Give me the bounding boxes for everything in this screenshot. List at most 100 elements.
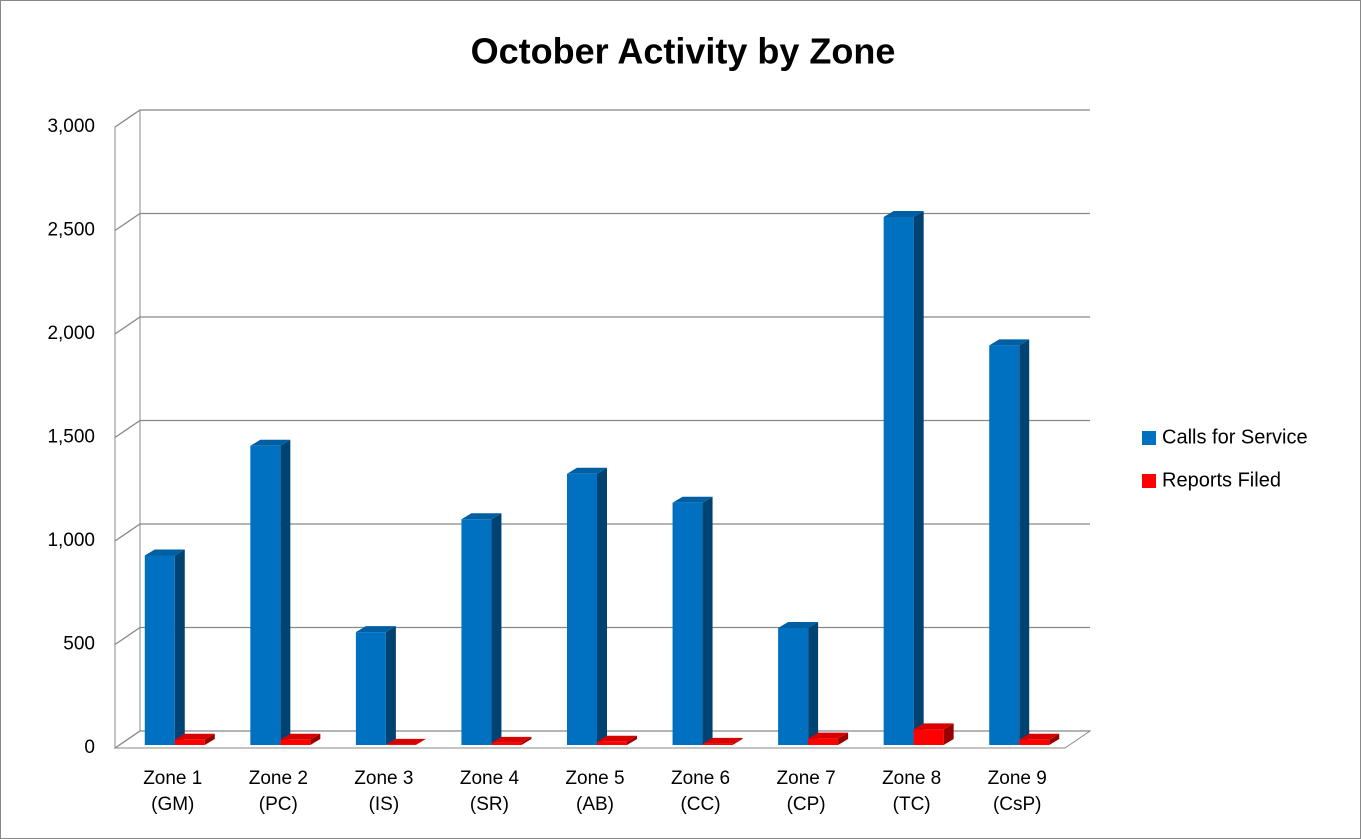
- bar-top: [989, 339, 1030, 346]
- x-tick-label: Zone 7 (CP): [776, 768, 836, 815]
- bar-side: [204, 733, 215, 745]
- bar-top: [702, 737, 743, 744]
- bar: [778, 621, 819, 745]
- chart-title: October Activity by Zone: [471, 31, 896, 72]
- bar-front: [250, 445, 281, 745]
- bar-top: [385, 738, 426, 745]
- x-tick-label: Zone 5 (AB): [565, 768, 625, 815]
- bar: [250, 439, 291, 745]
- bar-side: [280, 439, 291, 745]
- bar: [280, 733, 321, 745]
- y-tick-label: 3,000: [47, 116, 95, 137]
- bar-front: [672, 502, 703, 745]
- bar-top: [913, 723, 954, 730]
- bar: [355, 626, 396, 745]
- y-tick-label: 1,500: [47, 427, 95, 448]
- bar: [913, 723, 954, 745]
- bar: [174, 733, 215, 745]
- bar-top: [280, 733, 321, 740]
- y-tick-label: 2,000: [47, 323, 95, 344]
- y-tick-label: 0: [84, 737, 95, 758]
- bar-front: [144, 555, 175, 745]
- bar-front: [778, 627, 809, 745]
- bar-front: [597, 741, 627, 745]
- bar-top: [567, 467, 607, 474]
- bar-front: [702, 743, 733, 745]
- bar-side: [1049, 733, 1060, 745]
- x-tick-label: Zone 4 (SR): [459, 768, 520, 815]
- grid-line: [114, 523, 1090, 542]
- bar-front: [989, 345, 1020, 745]
- grid-line: [114, 626, 1090, 646]
- bar-top: [461, 513, 502, 520]
- bar-side: [732, 737, 743, 745]
- bar: [672, 496, 713, 745]
- bar-top: [778, 621, 819, 628]
- bar-front: [1019, 739, 1050, 745]
- bar-side: [702, 496, 713, 745]
- bar-front: [567, 473, 597, 745]
- x-tick-label: Zone 1 (GM): [143, 768, 203, 815]
- legend-swatch: [1142, 431, 1156, 445]
- bar-top: [883, 211, 924, 218]
- bar-side: [913, 211, 924, 746]
- bar-top: [355, 626, 396, 633]
- y-tick-label: 500: [63, 634, 95, 655]
- bar: [883, 211, 924, 746]
- x-tick-label: Zone 6 (CC): [670, 768, 731, 815]
- bar-front: [808, 738, 839, 745]
- x-tick-label: Zone 2 (PC): [248, 768, 308, 815]
- bar-top: [491, 736, 532, 743]
- bar: [461, 513, 502, 745]
- x-tick-label: Zone 8 (TC): [882, 768, 942, 815]
- y-tick-label: 2,500: [47, 220, 95, 241]
- bar-side: [808, 621, 819, 745]
- bar-front: [913, 729, 944, 745]
- bar-side: [627, 735, 637, 745]
- legend-label: Reports Filed: [1162, 469, 1281, 491]
- bar-front: [280, 739, 311, 745]
- bar: [567, 467, 607, 745]
- bar-front: [491, 742, 522, 745]
- y-tick-label: 1,000: [47, 530, 95, 551]
- x-tick-label: Zone 3 (IS): [354, 768, 414, 815]
- legend-label: Calls for Service: [1162, 426, 1308, 448]
- bar-side: [385, 626, 396, 745]
- bar-side: [174, 549, 185, 745]
- bar-side: [521, 736, 532, 745]
- bar-side: [597, 467, 607, 745]
- bar-top: [144, 549, 185, 556]
- bar-side: [415, 738, 426, 745]
- bar-top: [672, 496, 713, 503]
- bar-top: [174, 733, 215, 740]
- bar-front: [883, 217, 914, 746]
- bar-side: [838, 732, 849, 745]
- bar: [144, 549, 185, 745]
- grid-line: [114, 212, 1090, 232]
- bar-top: [597, 735, 637, 742]
- bar-front: [355, 632, 386, 745]
- bar-front: [174, 739, 205, 745]
- legend-swatch: [1142, 474, 1156, 488]
- bar-side: [1019, 339, 1030, 745]
- grid-line: [114, 730, 1090, 749]
- grid-line: [114, 316, 1090, 335]
- bar: [491, 736, 532, 745]
- bar: [808, 732, 849, 745]
- bar: [989, 339, 1030, 745]
- bar: [597, 735, 637, 745]
- bar-front: [461, 519, 492, 745]
- bar: [385, 738, 426, 745]
- bar-side: [491, 513, 502, 745]
- grid-line: [114, 109, 1090, 128]
- bar-top: [250, 439, 291, 446]
- bar-side: [310, 733, 321, 745]
- bar: [702, 737, 743, 745]
- bar: [1019, 733, 1060, 745]
- bar-side: [943, 723, 954, 745]
- grid-line: [114, 419, 1090, 439]
- bar-top: [1019, 733, 1060, 740]
- x-tick-label: Zone 9 (CsP): [987, 768, 1047, 815]
